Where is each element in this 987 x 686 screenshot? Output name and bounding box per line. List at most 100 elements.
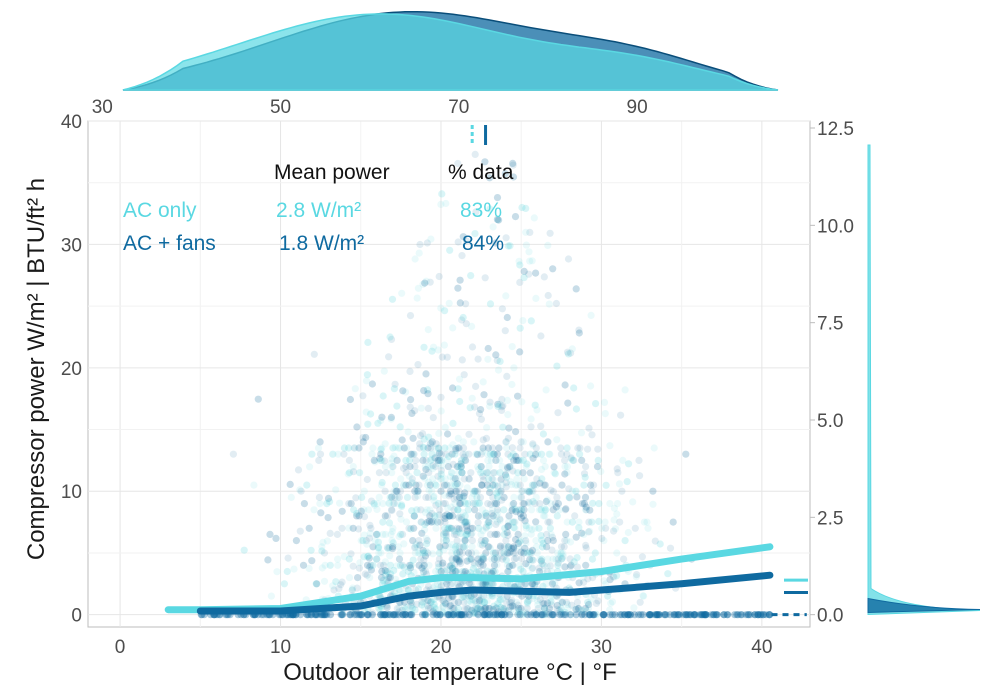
scatter-point	[338, 610, 346, 618]
scatter-point	[511, 481, 520, 489]
scatter-point	[375, 544, 383, 552]
scatter-point	[661, 611, 669, 619]
scatter-point	[418, 598, 426, 606]
scatter-point	[465, 549, 473, 557]
scatter-point	[480, 555, 488, 563]
scatter-point	[616, 518, 624, 526]
scatter-point	[448, 564, 456, 572]
scatter-point	[509, 543, 518, 551]
scatter-point	[449, 419, 457, 427]
scatter-point	[458, 611, 466, 619]
scatter-point	[458, 593, 466, 602]
scatter-point	[669, 518, 677, 526]
scatter-point	[403, 444, 411, 452]
scatter-point	[589, 499, 597, 507]
scatter-point	[434, 450, 442, 458]
scatter-point	[420, 444, 428, 452]
scatter-point	[467, 530, 475, 539]
scatter-point	[541, 611, 549, 619]
scatter-point	[466, 592, 475, 600]
scatter-point	[580, 481, 588, 489]
scatter-point	[468, 529, 476, 537]
scatter-point	[519, 567, 527, 576]
scatter-point	[406, 456, 414, 464]
scatter-point	[578, 529, 586, 537]
scatter-point	[595, 500, 603, 508]
scatter-point	[557, 555, 566, 563]
scatter-point	[462, 320, 470, 328]
scatter-point	[324, 514, 332, 522]
scatter-point	[510, 544, 518, 552]
scatter-point	[619, 456, 627, 464]
scatter-point	[514, 530, 522, 539]
scatter-point	[608, 598, 617, 606]
scatter-point	[360, 513, 369, 521]
scatter-point	[489, 567, 497, 576]
scatter-point	[307, 611, 315, 619]
scatter-point	[568, 601, 576, 609]
scatter-point	[548, 533, 557, 541]
scatter-point	[364, 420, 372, 428]
scatter-point	[485, 521, 493, 530]
scatter-point	[474, 611, 482, 619]
scatter-point	[585, 528, 593, 536]
scatter-point	[413, 294, 421, 302]
scatter-point	[334, 450, 342, 458]
scatter-point	[401, 611, 409, 619]
scatter-point	[454, 238, 462, 246]
scatter-point	[472, 603, 480, 611]
scatter-point	[455, 558, 463, 566]
scatter-point	[399, 530, 407, 539]
scatter-point	[385, 574, 393, 582]
scatter-point	[696, 611, 704, 619]
scatter-point	[557, 610, 566, 618]
scatter-point	[594, 597, 602, 605]
scatter-point	[421, 279, 429, 287]
scatter-point	[765, 611, 773, 619]
scatter-point	[498, 555, 507, 563]
scatter-point	[477, 463, 485, 471]
scatter-point	[406, 463, 414, 471]
scatter-point	[493, 450, 501, 458]
scatter-point	[421, 463, 429, 471]
scatter-point	[471, 609, 479, 617]
scatter-point	[489, 514, 497, 523]
scatter-point	[492, 239, 500, 247]
scatter-point	[519, 469, 527, 477]
scatter-point	[543, 599, 552, 607]
scatter-point	[517, 604, 525, 613]
scatter-point	[467, 592, 475, 600]
scatter-point	[515, 604, 523, 613]
scatter-point	[358, 493, 366, 501]
scatter-point	[437, 393, 445, 401]
scatter-point	[581, 493, 590, 501]
scatter-point	[504, 522, 512, 531]
scatter-point	[431, 609, 440, 617]
scatter-point	[547, 601, 556, 609]
scatter-point	[490, 555, 498, 563]
scatter-point	[562, 505, 570, 513]
scatter-point	[505, 543, 513, 551]
scatter-point	[474, 519, 482, 527]
scatter-point	[762, 611, 770, 619]
scatter-point	[538, 555, 546, 563]
scatter-point	[486, 398, 494, 406]
scatter-point	[408, 604, 416, 613]
scatter-point	[347, 500, 355, 508]
scatter-point	[591, 549, 599, 557]
scatter-point	[378, 567, 386, 576]
scatter-point	[381, 530, 390, 539]
scatter-point	[478, 580, 486, 588]
scatter-point	[430, 595, 438, 604]
scatter-point	[432, 481, 440, 489]
scatter-point	[391, 611, 399, 619]
scatter-point	[388, 527, 396, 536]
scatter-point	[570, 558, 578, 566]
scatter-point	[437, 304, 445, 312]
scatter-point	[486, 174, 494, 182]
scatter-point	[348, 610, 356, 618]
scatter-point	[399, 387, 407, 395]
scatter-point	[504, 567, 512, 576]
scatter-point	[448, 450, 456, 458]
scatter-point	[484, 456, 492, 464]
